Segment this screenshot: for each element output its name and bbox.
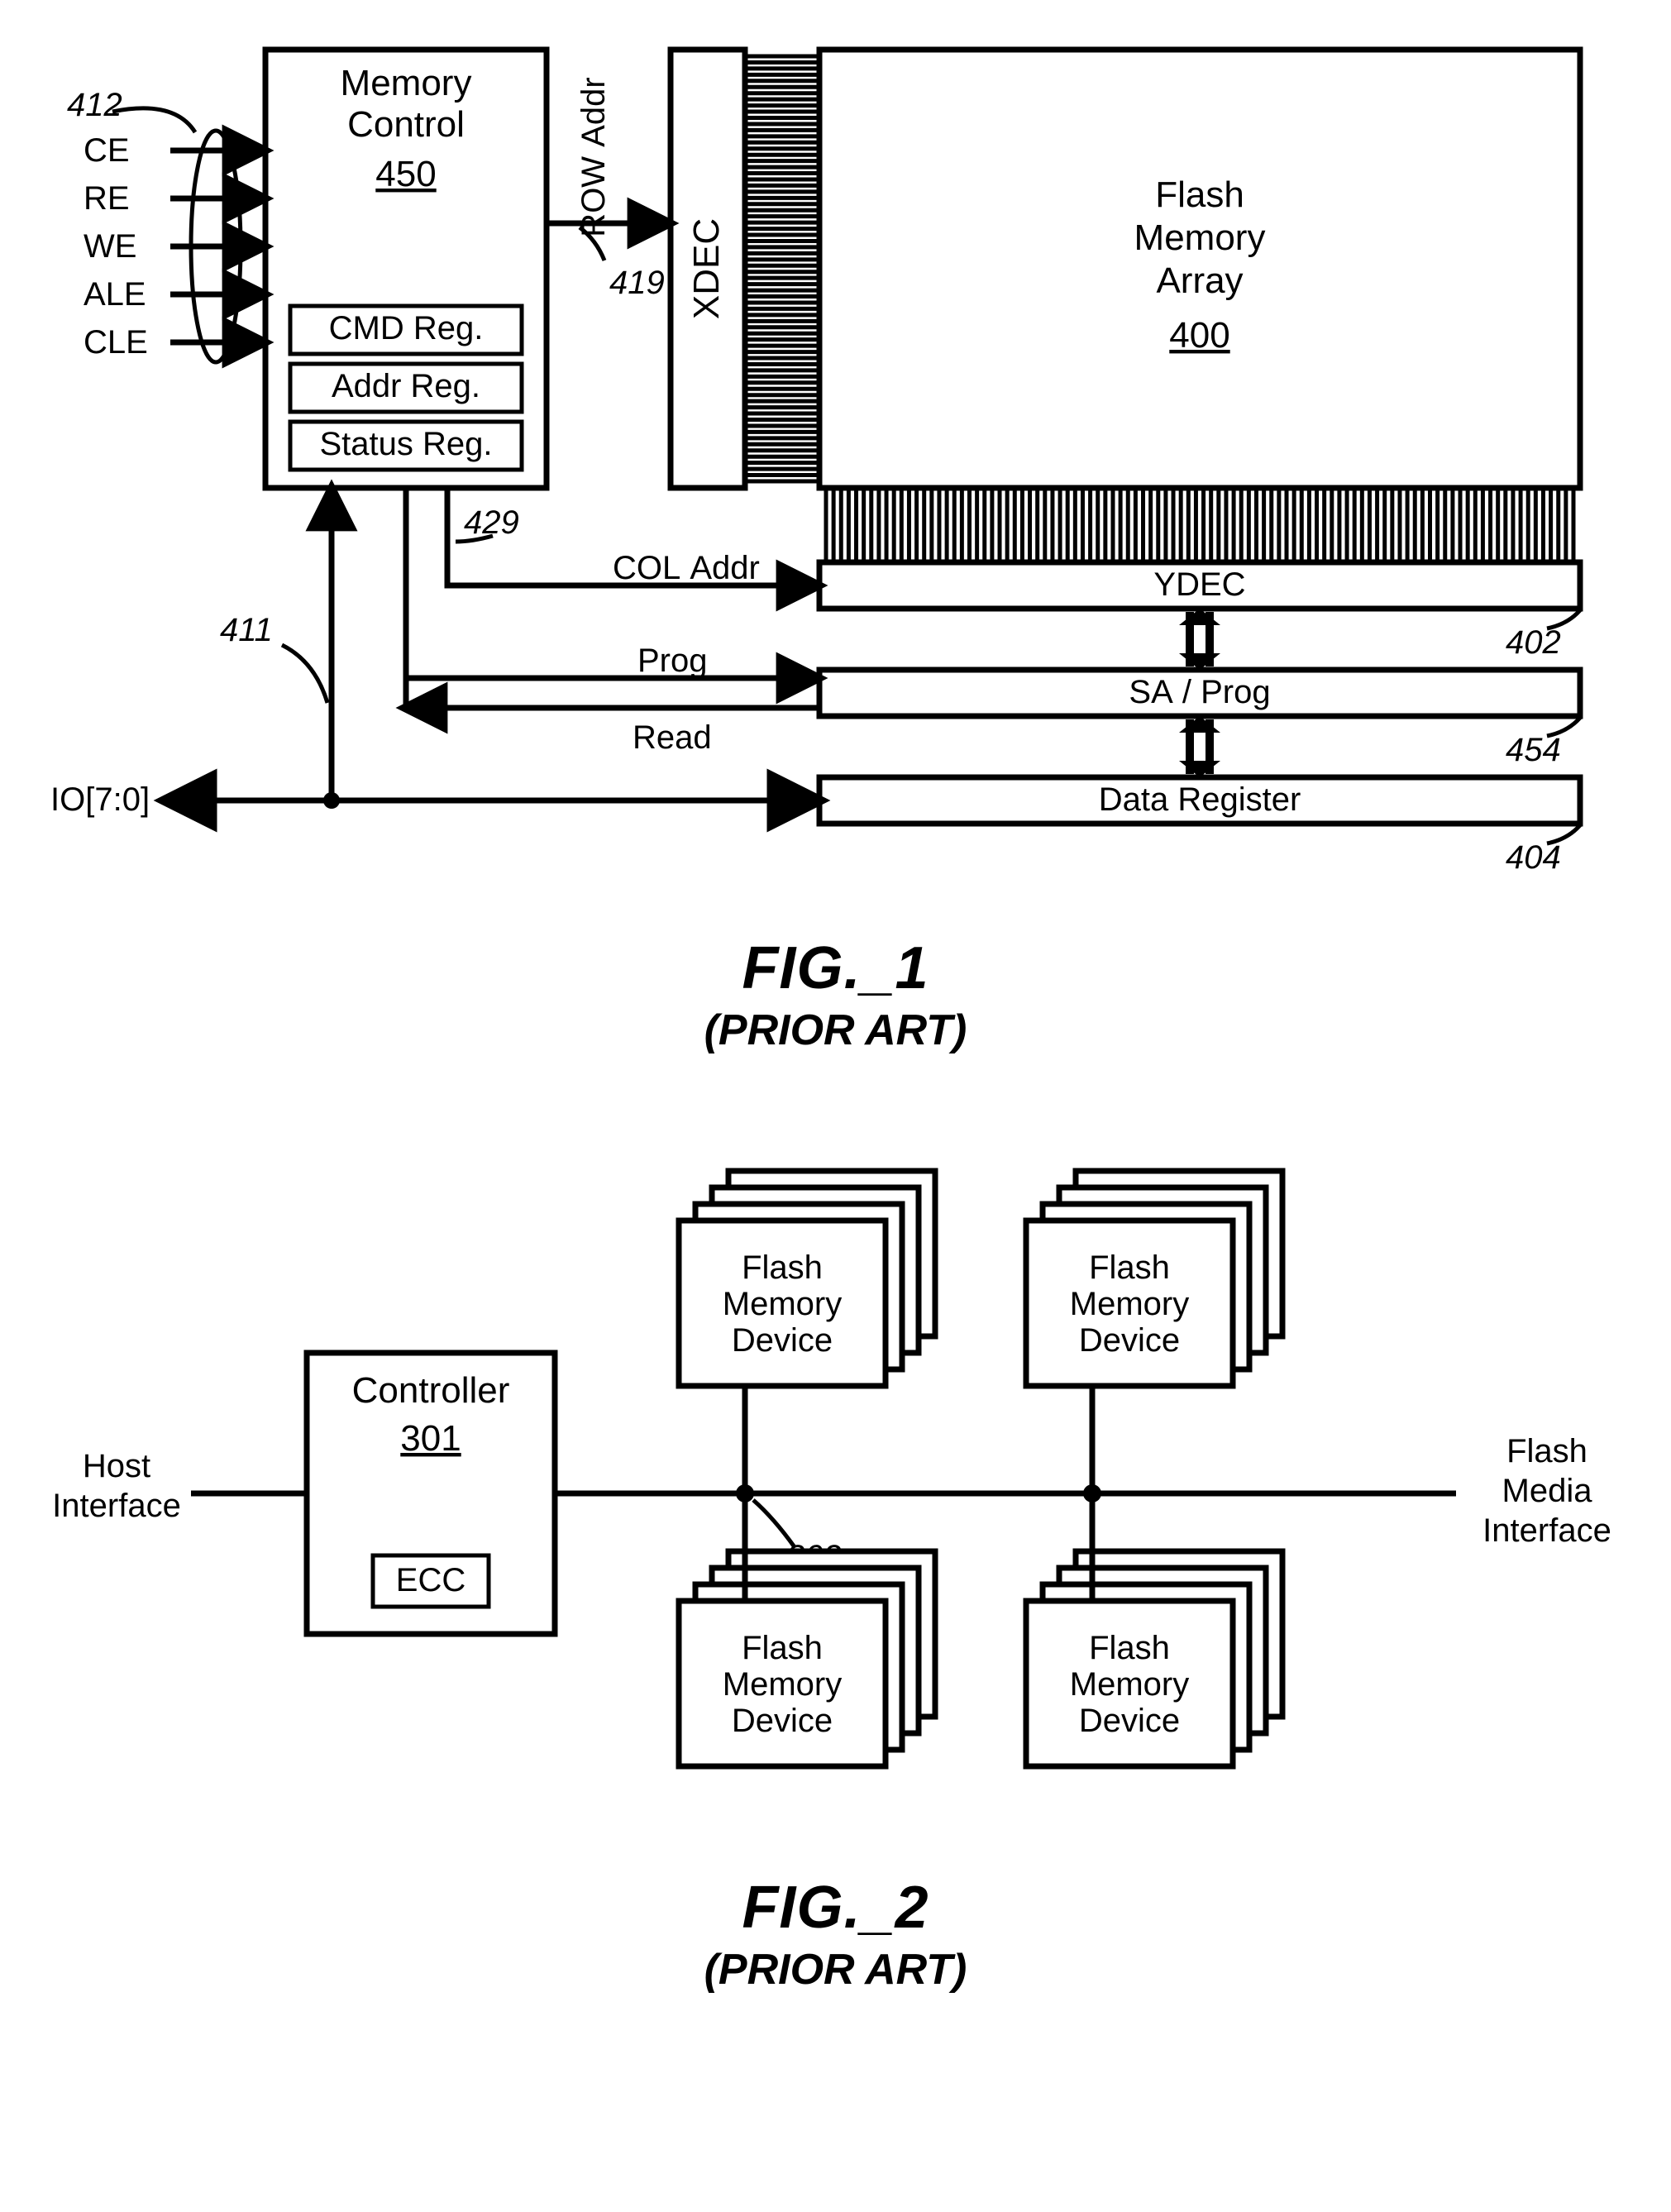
figure-2-container: Controller 301 ECC Host Interface Flash …	[34, 1138, 1638, 1995]
controller-ref: 301	[400, 1418, 461, 1459]
memory-control-title1: Memory	[340, 63, 471, 103]
data-reg-label: Data Register	[1098, 781, 1301, 818]
row-addr-label: ROW Addr	[575, 77, 612, 236]
fig1-caption-title: FIG._1	[34, 934, 1638, 1002]
ref-454: 454	[1506, 732, 1561, 768]
flash-device-label: Device	[1078, 1703, 1179, 1739]
flash-device-label: Memory	[722, 1666, 841, 1703]
ref-402: 402	[1506, 624, 1561, 661]
ref-411: 411	[220, 612, 273, 648]
ref-404: 404	[1506, 839, 1561, 876]
status-reg-label: Status Reg.	[319, 426, 492, 462]
ecc-label: ECC	[395, 1562, 465, 1598]
controller-title: Controller	[351, 1370, 509, 1411]
fmi-l1: Flash	[1506, 1433, 1587, 1469]
flash-l3: Array	[1156, 260, 1243, 301]
fig2-svg: Controller 301 ECC Host Interface Flash …	[34, 1138, 1638, 1849]
ref-412-leader	[112, 108, 195, 132]
io-junction	[323, 792, 340, 809]
fig2-caption-title: FIG._2	[34, 1874, 1638, 1942]
sig-cle: CLE	[84, 324, 148, 361]
junction1	[736, 1484, 754, 1503]
junction2	[1083, 1484, 1101, 1503]
ydec-label: YDEC	[1153, 566, 1245, 603]
fig1-diagram: Memory Control 450 CMD Reg. Addr Reg. St…	[34, 33, 1638, 910]
host-if-l1: Host	[82, 1448, 150, 1484]
memory-control-title2: Control	[347, 104, 465, 145]
flash-stacks: FlashMemoryDeviceFlashMemoryDeviceFlashM…	[679, 1171, 1282, 1766]
fig2-diagram: Controller 301 ECC Host Interface Flash …	[34, 1138, 1638, 1849]
ref-419: 419	[609, 265, 665, 301]
addr-reg-label: Addr Reg.	[331, 368, 480, 404]
flash-device-label: Device	[1078, 1322, 1179, 1359]
fig2-caption: FIG._2 (PRIOR ART)	[34, 1874, 1638, 1995]
flash-device-label: Device	[731, 1322, 832, 1359]
col-addr-label: COL Addr	[613, 550, 760, 586]
signals: CE RE WE ALE CLE 412	[67, 87, 264, 362]
sa-prog-label: SA / Prog	[1129, 674, 1270, 710]
flash-device-label: Device	[731, 1703, 832, 1739]
ref-412: 412	[67, 87, 122, 123]
hatch-horizontal	[747, 56, 818, 481]
sig-we: WE	[84, 228, 136, 265]
xdec-label: XDEC	[686, 218, 727, 319]
flash-device-label: Memory	[1069, 1286, 1188, 1322]
sig-ce: CE	[84, 132, 130, 169]
flash-device-label: Memory	[722, 1286, 841, 1322]
flash-device-label: Flash	[1089, 1630, 1170, 1666]
flash-l1: Flash	[1155, 174, 1244, 215]
double-arrow-2	[1179, 716, 1220, 777]
sig-ale: ALE	[84, 276, 146, 313]
flash-device-label: Flash	[1089, 1249, 1170, 1286]
fmi-l2: Media	[1502, 1473, 1592, 1509]
fig1-caption: FIG._1 (PRIOR ART)	[34, 934, 1638, 1055]
hatch-vertical	[826, 490, 1573, 561]
flash-device-label: Flash	[742, 1249, 823, 1286]
flash-ref: 400	[1169, 315, 1229, 356]
memory-control-ref: 450	[375, 154, 436, 194]
cmd-reg-label: CMD Reg.	[328, 310, 483, 346]
regs-group: CMD Reg. Addr Reg. Status Reg.	[290, 306, 522, 470]
read-label: Read	[633, 719, 712, 756]
double-arrow-1	[1179, 609, 1220, 670]
host-if-l2: Interface	[52, 1488, 181, 1524]
fig1-caption-sub: (PRIOR ART)	[34, 1006, 1638, 1055]
io-label: IO[7:0]	[50, 781, 150, 818]
fig1-svg: Memory Control 450 CMD Reg. Addr Reg. St…	[34, 33, 1638, 910]
fmi-l3: Interface	[1482, 1512, 1611, 1549]
ref-411-leader	[282, 645, 327, 703]
prog-label: Prog	[637, 643, 708, 679]
flash-l2: Memory	[1134, 217, 1265, 258]
flash-device-label: Flash	[742, 1630, 823, 1666]
fig2-caption-sub: (PRIOR ART)	[34, 1945, 1638, 1995]
figure-1-container: Memory Control 450 CMD Reg. Addr Reg. St…	[34, 33, 1638, 1055]
flash-device-label: Memory	[1069, 1666, 1188, 1703]
sig-re: RE	[84, 180, 130, 217]
